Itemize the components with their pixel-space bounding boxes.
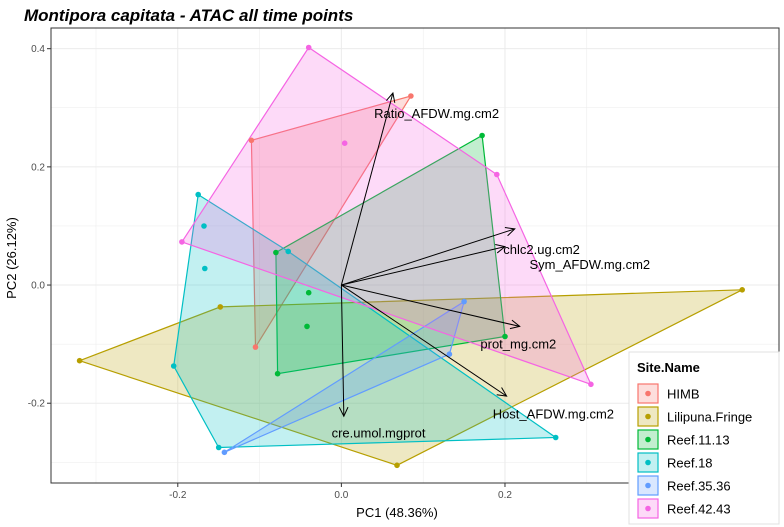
- point-reef-35-36: [446, 351, 453, 358]
- legend-label-reef-11-13: Reef.11.13: [667, 433, 730, 448]
- point-reef-11-13: [274, 370, 281, 377]
- arrow-ratio-afdw-mg-cm2: [340, 92, 394, 286]
- arrowhead-chlc2-ug-cm2: [495, 243, 507, 254]
- point-reef-42-43: [588, 381, 594, 388]
- point-reef-18: [201, 223, 207, 229]
- point-himb: [252, 344, 259, 350]
- legend-title: Site.Name: [637, 360, 700, 375]
- arrow-cre-umol-mgprot: [340, 285, 345, 417]
- point-reef-42-43: [305, 44, 312, 51]
- point-reef-42-43: [341, 140, 348, 146]
- y-tick-label: 0.2: [31, 162, 45, 173]
- arrowhead-host-afdw-mg-cm2: [496, 387, 508, 397]
- x-tick-label: 0.0: [334, 490, 348, 501]
- y-tick-label: -0.2: [28, 399, 46, 410]
- chart-title: Montipora capitata - ATAC all time point…: [24, 6, 353, 25]
- x-tick-label: -0.2: [169, 490, 187, 501]
- legend-label-reef-42-43: Reef.42.43: [667, 502, 731, 517]
- arrow-label-host-afdw-mg-cm2: Host_AFDW.mg.cm2: [493, 406, 614, 421]
- arrow-prot-mg-cm2: [341, 284, 520, 327]
- arrowhead-cre-umol-mgprot: [338, 406, 349, 418]
- point-reef-18: [285, 248, 292, 255]
- legend-label-himb: HIMB: [667, 387, 700, 402]
- arrow-host-afdw-mg-cm2: [341, 284, 507, 397]
- arrow-label-sym-afdw-mg-cm2: Sym_AFDW.mg.cm2: [530, 257, 651, 272]
- legend-dot-reef-11-13: [645, 436, 651, 443]
- x-axis-title: PC1 (48.36%): [356, 505, 438, 520]
- grid: [51, 28, 779, 483]
- point-reef-18: [202, 265, 208, 272]
- arrowhead-prot-mg-cm2: [509, 319, 521, 330]
- point-reef-11-13: [304, 323, 310, 330]
- x-tick-label: 0.2: [498, 490, 512, 501]
- loading-arrows: Ratio_AFDW.mg.cm2 chlc2.ug.cm2Sym_AFDW.mg…: [332, 91, 651, 440]
- point-reef-11-13: [305, 289, 312, 296]
- point-lilipuna-fringe: [739, 287, 745, 293]
- point-himb: [248, 137, 255, 144]
- point-reef-11-13: [273, 249, 279, 256]
- data-points: [76, 44, 745, 469]
- arrow-label-prot-mg-cm2: prot_mg.cm2: [480, 337, 556, 352]
- arrow-label-ratio-afdw-mg-cm2: Ratio_AFDW.mg.cm2: [374, 106, 499, 121]
- point-reef-11-13: [502, 333, 508, 340]
- legend-dot-reef-18: [645, 459, 651, 466]
- legend-label-lilipuna-fringe: Lilipuna.Fringe: [667, 410, 752, 425]
- site-hulls: [77, 46, 743, 466]
- arrow-label-chlc2-ug-cm2: chlc2.ug.cm2: [503, 242, 580, 257]
- y-tick-label: 0.4: [31, 44, 45, 55]
- point-lilipuna-fringe: [394, 462, 400, 469]
- point-reef-11-13: [479, 132, 485, 139]
- point-reef-18: [215, 444, 222, 451]
- legend-label-reef-35-36: Reef.35.36: [667, 479, 731, 494]
- legend-dot-reef-42-43: [645, 505, 651, 512]
- legend-label-reef-18: Reef.18: [667, 456, 713, 471]
- point-reef-35-36: [221, 449, 228, 456]
- legend-dot-reef-35-36: [645, 482, 651, 489]
- legend-dot-himb: [645, 390, 651, 397]
- y-tick-label: 0.0: [31, 281, 45, 292]
- point-reef-35-36: [461, 298, 467, 305]
- point-lilipuna-fringe: [76, 357, 83, 364]
- arrowhead-ratio-afdw-mg-cm2: [386, 91, 396, 103]
- arrow-chlc2-ug-cm2: [341, 246, 506, 286]
- hull-reef-35-36: [224, 300, 466, 453]
- panel-border: [50, 27, 780, 484]
- axis-ticks: -0.2 0.0 0.2 -0.2 0.0 0.2 0.4: [28, 44, 513, 501]
- point-reef-18: [552, 434, 559, 441]
- point-reef-18: [195, 191, 201, 198]
- legend-dot-lilipuna-fringe: [645, 413, 651, 420]
- point-himb: [408, 93, 414, 99]
- y-axis-title: PC2 (26.12%): [4, 217, 19, 299]
- point-reef-18: [170, 363, 177, 369]
- arrow-label-cre-umol-mgprot: cre.umol.mgprot: [332, 425, 426, 440]
- arrow-sym-afdw-mg-cm2: [341, 228, 515, 286]
- point-reef-42-43: [494, 171, 500, 178]
- point-lilipuna-fringe: [217, 304, 224, 310]
- point-reef-42-43: [179, 239, 185, 245]
- legend: Site.Name HIMB Lilipuna.Fringe Reef.11.13 Re…: [628, 351, 780, 525]
- arrowhead-sym-afdw-mg-cm2: [504, 227, 516, 237]
